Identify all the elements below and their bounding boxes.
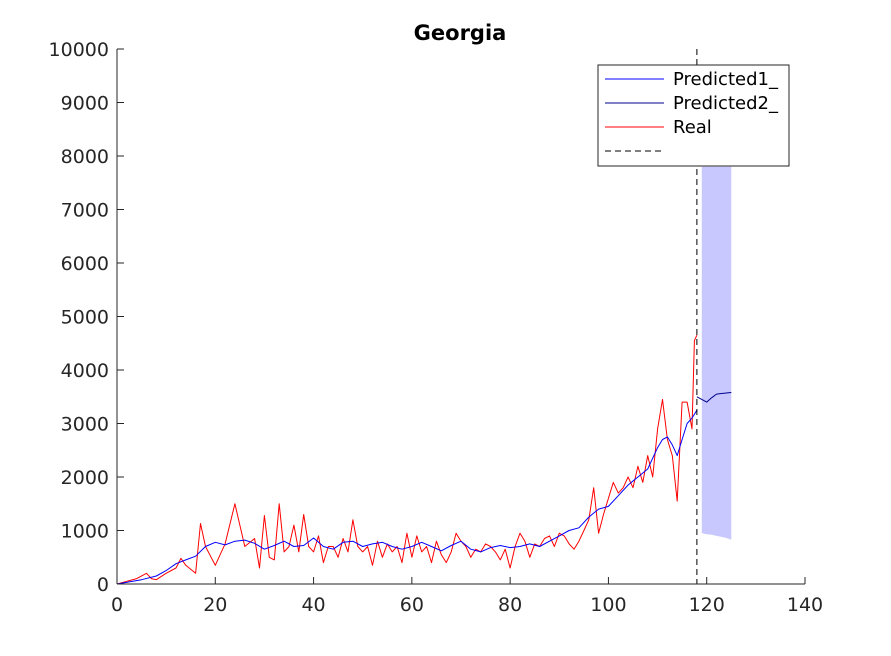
y-tick-label: 7000 <box>61 200 109 222</box>
x-tick-label: 120 <box>689 594 725 616</box>
y-tick-label: 2000 <box>61 467 109 489</box>
y-tick-label: 9000 <box>61 93 109 115</box>
x-tick-label: 40 <box>301 594 325 616</box>
series-line-predicted1 <box>116 409 698 585</box>
series-line-real <box>116 334 698 585</box>
uncertainty-band-layer <box>701 166 732 540</box>
series-layer <box>116 334 732 585</box>
x-tick-label: 80 <box>498 594 522 616</box>
axes-layer: 0 20 40 60 80 100 120 140 0 1000 2000 3000 4000 5000 6… <box>49 39 824 616</box>
uncertainty-band <box>701 166 732 540</box>
y-tick-label: 10000 <box>49 39 109 61</box>
y-tick-label: 4000 <box>61 360 109 382</box>
legend-label-real: Real <box>673 117 712 138</box>
x-tick-label: 140 <box>787 594 823 616</box>
y-tick-label: 5000 <box>61 307 109 329</box>
y-tick-label: 6000 <box>61 253 109 275</box>
legend-box <box>597 64 790 167</box>
x-tick-label: 20 <box>203 594 227 616</box>
x-tick-label: 60 <box>400 594 424 616</box>
x-tick-label: 0 <box>111 594 123 616</box>
chart-title: Georgia <box>414 21 507 45</box>
legend: Predicted1_ Predicted2_ Real <box>597 64 790 167</box>
y-tick-label: 1000 <box>61 521 109 543</box>
legend-label-predicted2: Predicted2_ <box>673 93 779 114</box>
series-line-predicted2 <box>696 392 732 403</box>
y-tick-label: 0 <box>97 574 109 596</box>
legend-label-predicted1: Predicted1_ <box>673 69 779 90</box>
y-tick-label: 3000 <box>61 414 109 436</box>
y-tick-label: 8000 <box>61 146 109 168</box>
x-tick-label: 100 <box>590 594 626 616</box>
